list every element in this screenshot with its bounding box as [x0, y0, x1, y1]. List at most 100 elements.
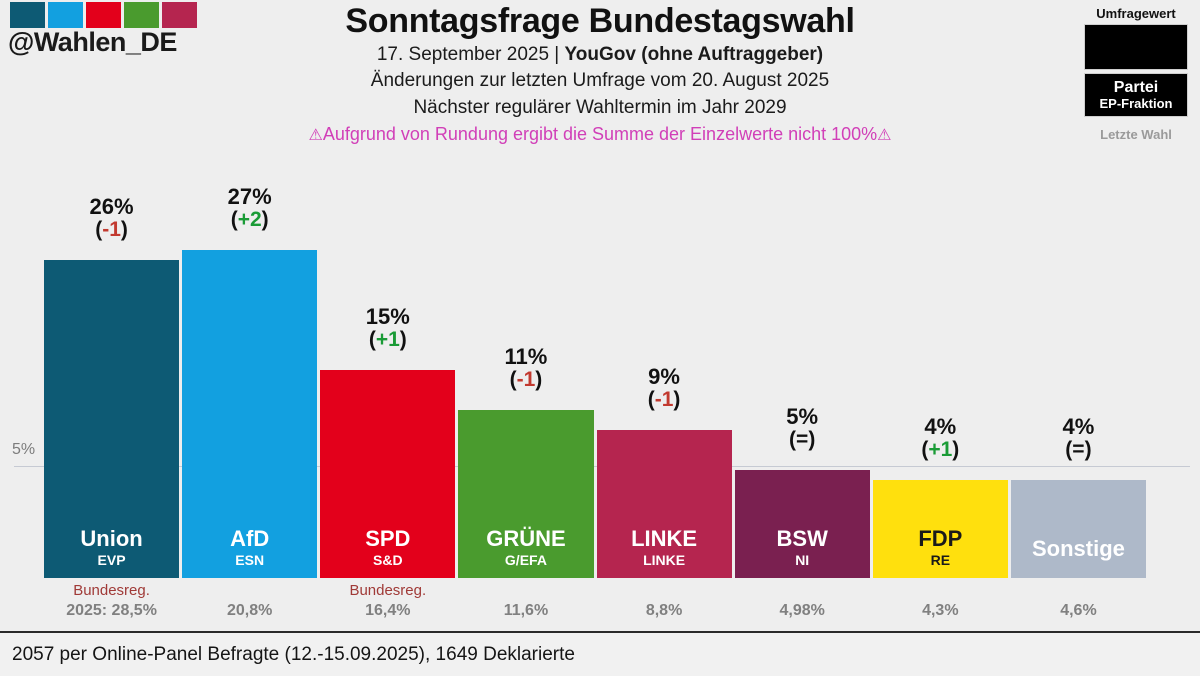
- party-name: Union: [80, 526, 143, 552]
- bar-column-linke[interactable]: 9% (-1) LINKE LINKE 8,8%: [596, 160, 732, 630]
- logo-swatch-1: [10, 2, 45, 28]
- government-note: Bundesreg.: [349, 582, 427, 599]
- last-election-result: 4,3%: [922, 602, 959, 620]
- party-name: LINKE: [631, 526, 698, 552]
- value-block: 27% (+2): [182, 184, 317, 231]
- change-value: (+2): [230, 207, 269, 231]
- next-election-line: Nächster regulärer Wahltermin im Jahr 20…: [413, 96, 787, 118]
- change-value: (+1): [921, 437, 960, 461]
- party-name: BSW: [776, 526, 828, 552]
- change-number: +2: [237, 207, 262, 231]
- party-fraktion: RE: [930, 552, 951, 569]
- change-value: (-1): [647, 387, 681, 411]
- gridline-label: 5%: [12, 441, 36, 458]
- bar-sonstige[interactable]: [1010, 480, 1146, 520]
- brand-logo: @Wahlen_DE: [4, 2, 204, 58]
- survey-meta-line: 17. September 2025 | YouGov (ohne Auftra…: [200, 44, 1000, 66]
- logo-swatch-3: [86, 2, 121, 28]
- bar-fdp[interactable]: [872, 480, 1008, 520]
- bar-column-sonstige[interactable]: 4% (=) Sonstige 4,6%: [1010, 160, 1146, 630]
- change-value: (-1): [509, 367, 543, 391]
- party-label-box[interactable]: AfD ESN: [182, 520, 318, 578]
- bar-column-union[interactable]: Bundesreg. 26% (-1) Union EVP 2025: 28,5%: [44, 160, 180, 630]
- last-election-result: 20,8%: [227, 602, 273, 620]
- change-number: =: [1072, 437, 1085, 461]
- change-value: (-1): [95, 217, 128, 241]
- party-name: AfD: [230, 526, 270, 552]
- party-fraktion: NI: [795, 552, 810, 569]
- last-election-result: 16,4%: [365, 602, 411, 620]
- party-label-box[interactable]: BSW NI: [734, 520, 870, 578]
- change-value: (=): [789, 427, 816, 451]
- party-fraktion: LINKE: [643, 552, 686, 569]
- poll-value: 9%: [648, 364, 680, 389]
- legend-bar-sample: [1084, 24, 1188, 70]
- bar-column-fdp[interactable]: 4% (+1) FDP RE 4,3%: [872, 160, 1008, 630]
- survey-date: 17. September 2025: [376, 44, 550, 66]
- page-title: Sonntagsfrage Bundestagswahl: [345, 2, 855, 40]
- legend-party-label: Partei: [1113, 78, 1159, 96]
- change-number: =: [796, 427, 809, 451]
- footer: 2057 per Online-Panel Befragte (12.-15.0…: [0, 631, 1200, 676]
- party-fraktion: G/EFA: [504, 552, 547, 569]
- party-label-box[interactable]: Union EVP: [44, 520, 180, 578]
- legend: Umfragewert Partei EP-Fraktion Letzte Wa…: [1078, 6, 1194, 142]
- party-name: GRÜNE: [486, 526, 566, 552]
- warning-icon-right: ⚠: [877, 126, 892, 144]
- bar-bsw[interactable]: [734, 470, 870, 520]
- legend-poll-value-label: Umfragewert: [1096, 6, 1176, 21]
- value-block: 11% (-1): [458, 345, 593, 391]
- party-label-box[interactable]: Sonstige: [1010, 520, 1146, 578]
- bar-union[interactable]: [44, 260, 180, 520]
- bar-grüne[interactable]: [458, 410, 594, 520]
- bar-column-spd[interactable]: Bundesreg. 15% (+1) SPD S&D 16,4%: [320, 160, 456, 630]
- party-name: FDP: [918, 526, 963, 552]
- party-label-box[interactable]: LINKE LINKE: [596, 520, 732, 578]
- value-block: 4% (=): [1011, 414, 1146, 461]
- bar-spd[interactable]: [320, 370, 456, 520]
- party-fraktion: ESN: [235, 552, 265, 569]
- change-number: -1: [102, 217, 121, 241]
- party-label-box[interactable]: SPD S&D: [320, 520, 456, 578]
- bar-column-bsw[interactable]: 5% (=) BSW NI 4,98%: [734, 160, 870, 630]
- party-name: SPD: [365, 526, 411, 552]
- value-block: 5% (=): [735, 404, 870, 451]
- change-number: +1: [928, 437, 953, 461]
- party-label-box[interactable]: GRÜNE G/EFA: [458, 520, 594, 578]
- logo-color-swatches: [4, 2, 204, 28]
- bar-linke[interactable]: [596, 430, 732, 520]
- footer-sample-info: 2057 per Online-Panel Befragte (12.-15.0…: [12, 643, 575, 665]
- legend-fraktion-label: EP-Fraktion: [1099, 95, 1173, 111]
- party-fraktion: EVP: [97, 552, 126, 569]
- rounding-note-text: Aufgrund von Rundung ergibt die Summe de…: [322, 123, 878, 144]
- last-election-result: 11,6%: [503, 602, 549, 620]
- last-election-result: 4,98%: [779, 602, 825, 620]
- bar-column-afd[interactable]: 27% (+2) AfD ESN 20,8%: [182, 160, 318, 630]
- change-number: -1: [516, 367, 536, 391]
- bar-column-grüne[interactable]: 11% (-1) GRÜNE G/EFA 11,6%: [458, 160, 594, 630]
- legend-party-box: Partei EP-Fraktion: [1084, 73, 1188, 117]
- last-election-result: 8,8%: [645, 602, 683, 620]
- last-election-result: 4,6%: [1060, 602, 1097, 620]
- value-block: 9% (-1): [597, 364, 732, 411]
- change-number: -1: [654, 387, 674, 411]
- warning-icon-left: ⚠: [308, 126, 323, 144]
- change-number: +1: [375, 327, 400, 351]
- poll-value: 4%: [1062, 414, 1095, 439]
- party-label-box[interactable]: FDP RE: [872, 520, 1008, 578]
- party-name: Sonstige: [1031, 536, 1125, 561]
- poll-value: 27%: [227, 184, 272, 209]
- poll-value: 5%: [786, 404, 819, 429]
- value-block: 4% (+1): [873, 415, 1008, 461]
- meta-separator: |: [549, 44, 565, 66]
- poll-value: 15%: [365, 304, 410, 329]
- last-election-result: 2025: 28,5%: [66, 602, 157, 620]
- survey-institute: YouGov (ohne Auftraggeber): [564, 44, 824, 66]
- bar-chart: 5% Bundesreg. 26% (-1) Union EVP 2025: 28,5% 2…: [0, 160, 1200, 630]
- logo-swatch-4: [124, 2, 159, 28]
- legend-last-election-label: Letzte Wahl: [1100, 127, 1172, 142]
- bar-afd[interactable]: [182, 250, 318, 520]
- government-note: Bundesreg.: [73, 582, 150, 599]
- value-block: 26% (-1): [44, 195, 179, 241]
